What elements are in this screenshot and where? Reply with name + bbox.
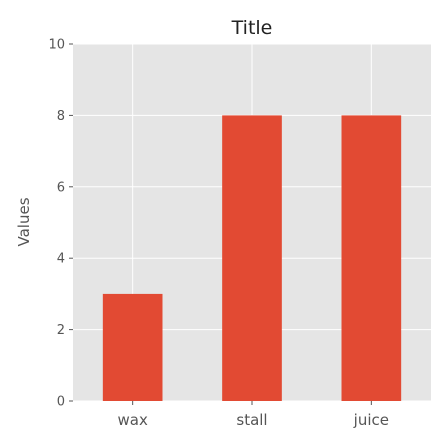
y-tick-label: 8: [57, 109, 65, 124]
y-tick-label: 6: [57, 180, 65, 195]
bar-juice: [341, 115, 402, 402]
y-tick-label: 0: [57, 395, 65, 410]
y-axis-label: Values: [15, 197, 33, 246]
y-tick-label: 2: [57, 323, 65, 338]
bar-wax: [102, 293, 163, 401]
y-tick-label: 10: [48, 38, 65, 53]
bar-stall: [222, 115, 282, 402]
y-axis-ticks: 0 2 4 6 8 10: [48, 38, 73, 410]
chart-title: Title: [231, 17, 273, 39]
x-tick-label-wax: wax: [117, 411, 147, 429]
x-tick-label-stall: stall: [236, 411, 267, 429]
x-tick-label-juice: juice: [353, 411, 389, 429]
y-tick-label: 4: [57, 252, 65, 267]
bars: [102, 115, 402, 402]
x-axis-ticks: wax stall juice: [117, 401, 389, 429]
